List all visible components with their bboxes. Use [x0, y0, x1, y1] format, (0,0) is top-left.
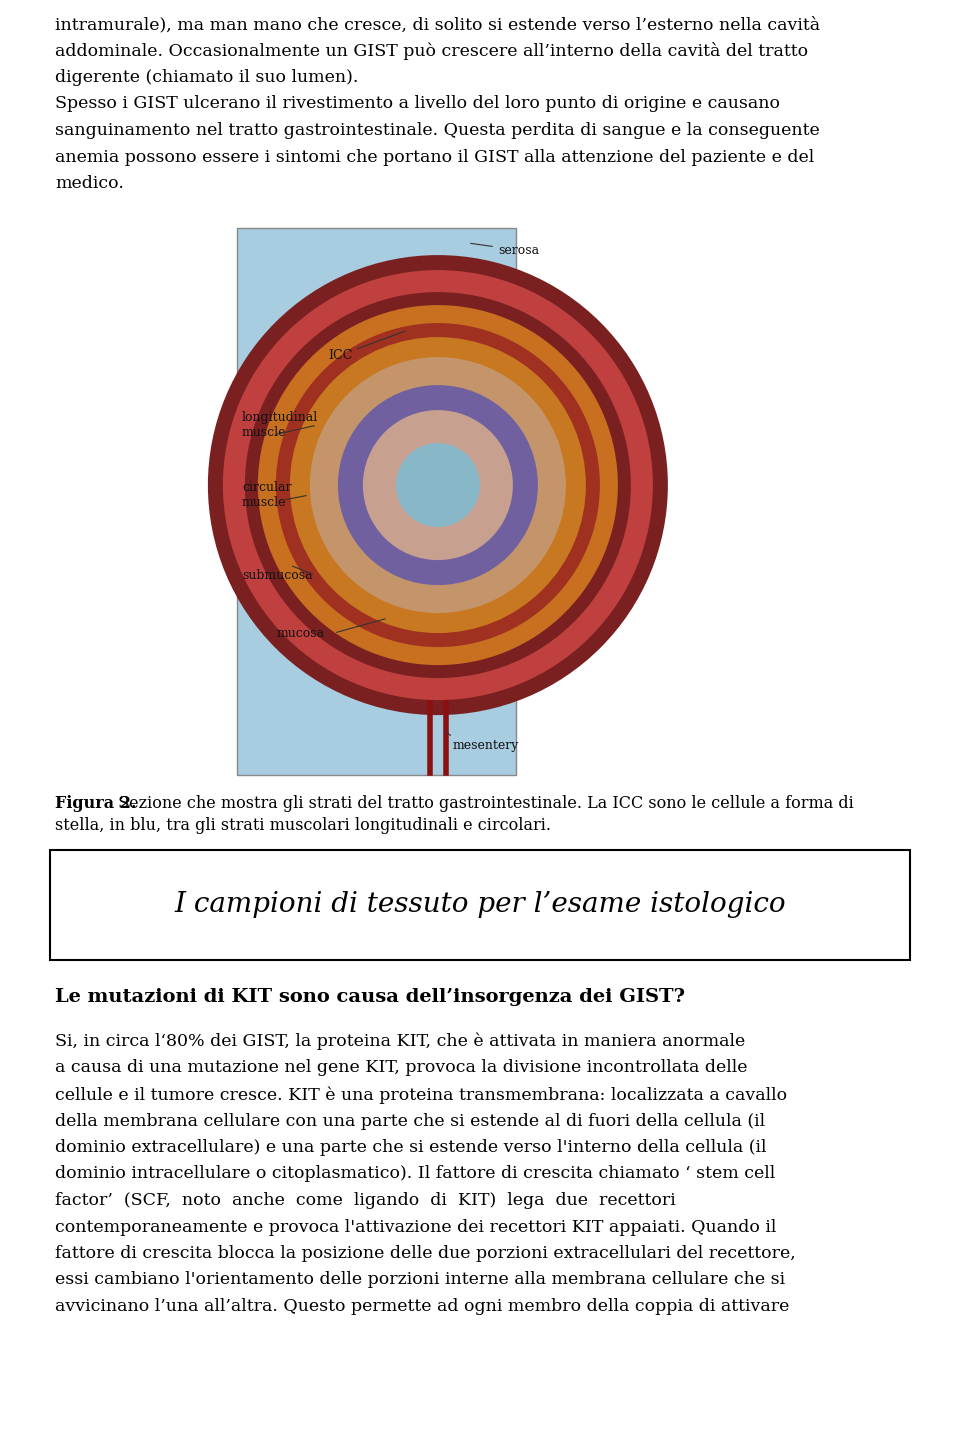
Text: serosa: serosa [470, 243, 539, 256]
Text: dominio extracellulare) e una parte che si estende verso l'interno della cellula: dominio extracellulare) e una parte che … [55, 1139, 766, 1156]
Text: anemia possono essere i sintomi che portano il GIST alla attenzione del paziente: anemia possono essere i sintomi che port… [55, 148, 814, 165]
Text: Sezione che mostra gli strati del tratto gastrointestinale. La ICC sono le cellu: Sezione che mostra gli strati del tratto… [113, 795, 853, 812]
Text: stella, in blu, tra gli strati muscolari longitudinali e circolari.: stella, in blu, tra gli strati muscolari… [55, 817, 551, 834]
Text: essi cambiano l'orientamento delle porzioni interne alla membrana cellulare che : essi cambiano l'orientamento delle porzi… [55, 1271, 785, 1288]
Circle shape [290, 336, 586, 633]
Text: addominale. Occasionalmente un GIST può crescere all’interno della cavità del tr: addominale. Occasionalmente un GIST può … [55, 43, 808, 60]
Text: a causa di una mutazione nel gene KIT, provoca la divisione incontrollata delle: a causa di una mutazione nel gene KIT, p… [55, 1060, 748, 1077]
Circle shape [310, 357, 565, 613]
Text: circular
muscle: circular muscle [242, 482, 292, 509]
Text: factor’  (SCF,  noto  anche  come  ligando  di  KIT)  lega  due  recettori: factor’ (SCF, noto anche come ligando di… [55, 1192, 676, 1209]
Text: dominio intracellulare o citoplasmatico). Il fattore di crescita chiamato ‘ stem: dominio intracellulare o citoplasmatico)… [55, 1166, 776, 1182]
Text: intramurale), ma man mano che cresce, di solito si estende verso l’esterno nella: intramurale), ma man mano che cresce, di… [55, 16, 820, 33]
Circle shape [258, 305, 618, 666]
Circle shape [276, 324, 600, 647]
Text: mucosa: mucosa [277, 627, 325, 640]
Text: Si, in circa l‘80% dei GIST, la proteina KIT, che è attivata in maniera anormale: Si, in circa l‘80% dei GIST, la proteina… [55, 1032, 745, 1051]
Text: medico.: medico. [55, 175, 124, 193]
Text: sanguinamento nel tratto gastrointestinale. Questa perdita di sangue e la conseg: sanguinamento nel tratto gastrointestina… [55, 122, 820, 139]
Text: digerente (chiamato il suo lumen).: digerente (chiamato il suo lumen). [55, 69, 358, 86]
Text: Spesso i GIST ulcerano il rivestimento a livello del loro punto di origine e cau: Spesso i GIST ulcerano il rivestimento a… [55, 95, 780, 112]
Text: avvicinano l’una all’altra. Questo permette ad ogni membro della coppia di attiv: avvicinano l’una all’altra. Questo perme… [55, 1299, 789, 1314]
Circle shape [363, 410, 513, 559]
Text: fattore di crescita blocca la posizione delle due porzioni extracellulari del re: fattore di crescita blocca la posizione … [55, 1245, 796, 1263]
Text: I campioni di tessuto per l’esame istologico: I campioni di tessuto per l’esame istolo… [174, 892, 786, 919]
Text: mesentery: mesentery [453, 739, 519, 752]
Text: submucosa: submucosa [242, 568, 313, 581]
Text: della membrana cellulare con una parte che si estende al di fuori della cellula : della membrana cellulare con una parte c… [55, 1113, 765, 1129]
Circle shape [245, 292, 631, 679]
Text: Le mutazioni di KIT sono causa dell’insorgenza dei GIST?: Le mutazioni di KIT sono causa dell’inso… [55, 988, 685, 1007]
Circle shape [223, 270, 653, 700]
Text: contemporaneamente e provoca l'attivazione dei recettori KIT appaiati. Quando il: contemporaneamente e provoca l'attivazio… [55, 1218, 777, 1235]
Text: Figura 2.: Figura 2. [55, 795, 136, 812]
Text: cellule e il tumore cresce. KIT è una proteina transmembrana: localizzata a cava: cellule e il tumore cresce. KIT è una pr… [55, 1086, 787, 1103]
Text: ICC: ICC [328, 331, 405, 361]
Circle shape [396, 443, 480, 528]
FancyBboxPatch shape [237, 229, 516, 775]
Circle shape [338, 385, 538, 585]
Text: longitudinal
muscle: longitudinal muscle [242, 411, 319, 439]
Circle shape [208, 255, 668, 715]
FancyBboxPatch shape [50, 850, 910, 961]
